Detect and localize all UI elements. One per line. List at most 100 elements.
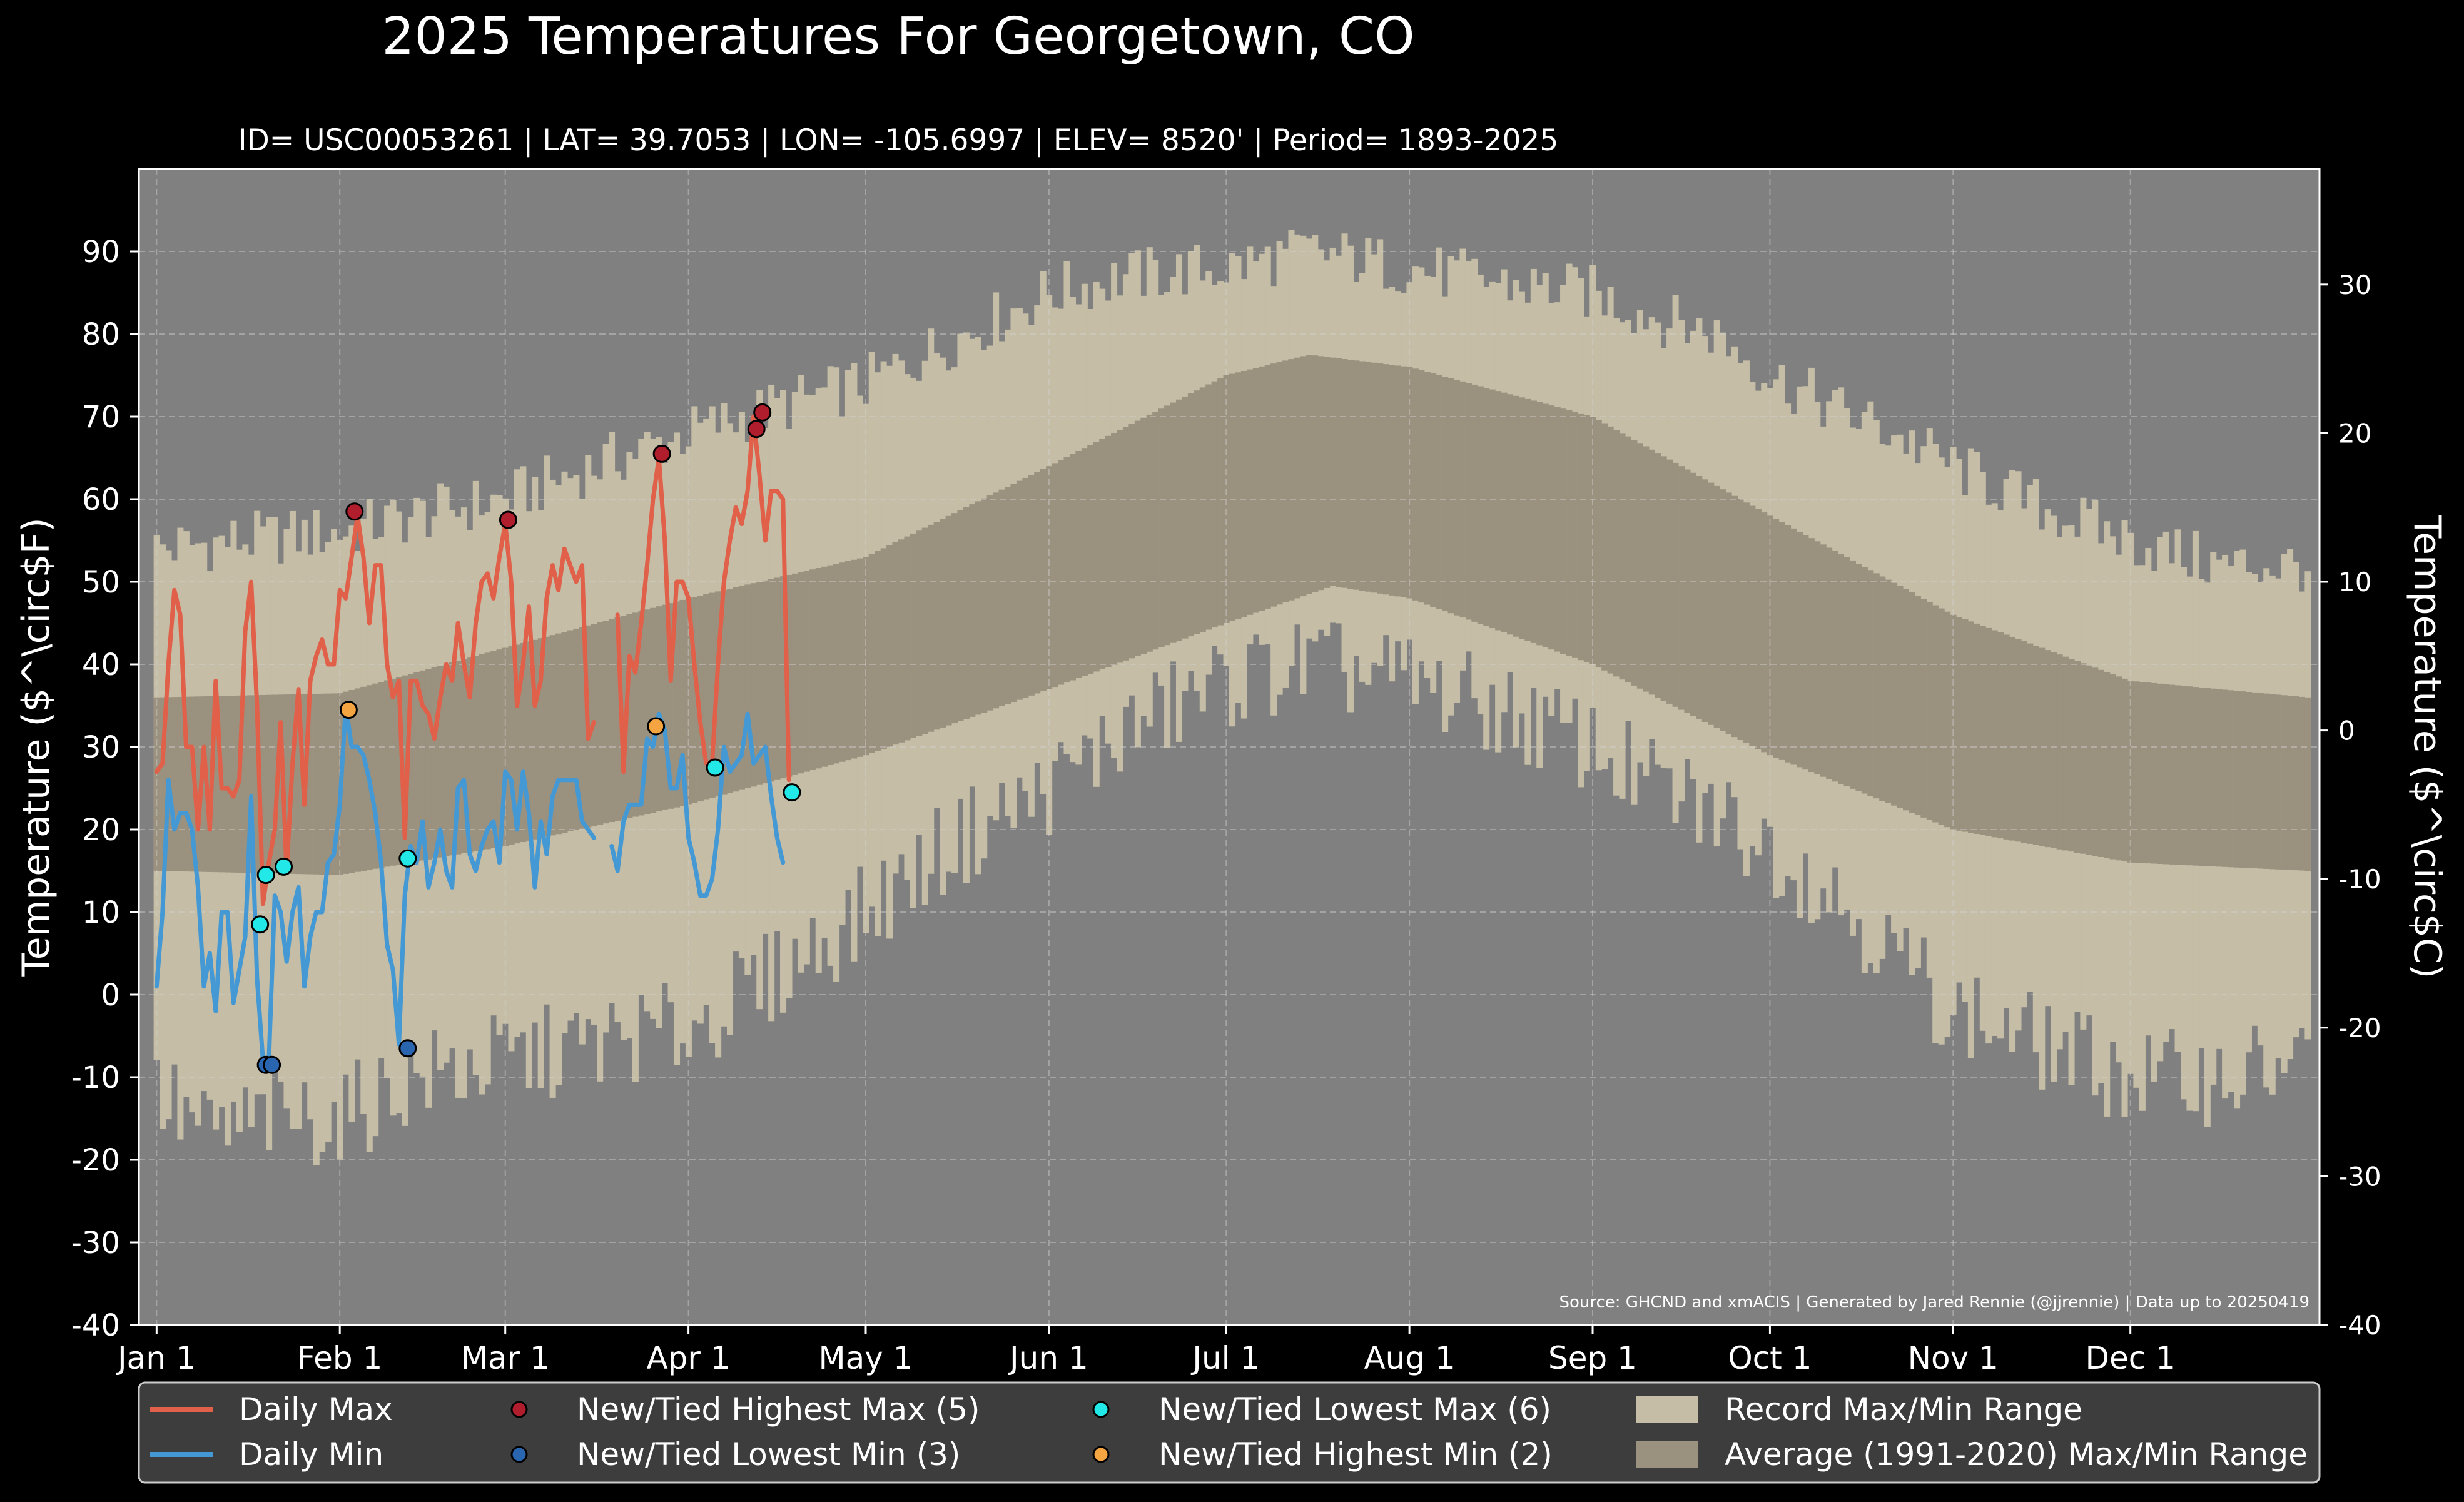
normal-range-bar (1613, 430, 1620, 677)
normal-range-bar (969, 504, 976, 717)
normal-range-bar (2020, 641, 2027, 843)
normal-range-bar (597, 622, 604, 825)
legend-record-band-swatch (1636, 1396, 1698, 1423)
normal-range-bar (1453, 380, 1461, 616)
normal-range-bar (1075, 451, 1082, 678)
normal-range-bar (1447, 378, 1454, 614)
normal-range-bar (2293, 696, 2299, 871)
normal-range-bar (2263, 693, 2270, 869)
normal-range-bar (803, 571, 810, 772)
normal-range-bar (928, 524, 935, 732)
normal-range-bar (821, 566, 828, 767)
y-tick-label-celsius: -20 (2338, 1013, 2381, 1043)
legend-items: Daily Max Daily Min New/Tied Highest Max (… (150, 1391, 2308, 1473)
normal-range-bar (1093, 442, 1100, 672)
y-axis-label-celsius: Temperature ($^\circ$C) (2405, 515, 2449, 979)
normal-range-bar (2281, 695, 2288, 870)
normal-range-bar (945, 515, 952, 726)
normal-range-bar (957, 510, 964, 721)
normal-range-bar (2051, 652, 2057, 848)
normal-range-bar (1826, 547, 1833, 779)
normal-range-bar (325, 693, 332, 875)
normal-range-bar (1205, 384, 1212, 630)
normal-range-bar (1672, 462, 1679, 707)
normal-range-bar (472, 656, 479, 851)
normal-range-bar (1636, 443, 1643, 689)
normal-range-bar (1459, 381, 1466, 618)
normal-range-bar (1259, 366, 1265, 611)
normal-range-bar (756, 582, 763, 785)
y-tick-label-fahrenheit: 90 (82, 235, 120, 270)
y-tick-label-celsius: -30 (2338, 1161, 2381, 1192)
normal-range-bar (1128, 424, 1135, 659)
normal-range-bar (733, 587, 739, 792)
normal-range-bar (1158, 408, 1165, 647)
normal-range-bar (1394, 365, 1401, 597)
normal-range-bar (1655, 453, 1661, 698)
normal-range-bar (1601, 423, 1608, 671)
normal-range-bar (673, 601, 681, 808)
normal-range-bar (1530, 400, 1537, 643)
normal-range-bar (460, 659, 467, 853)
normal-range-bar (898, 539, 905, 743)
x-tick-label: Apr 1 (646, 1340, 730, 1376)
normal-range-bar (2097, 669, 2104, 857)
normal-range-bar (703, 594, 710, 800)
normal-range-bar (1631, 439, 1638, 686)
normal-range-bar (1808, 538, 1815, 773)
normal-range-bar (2169, 684, 2176, 865)
normal-range-bar (1743, 502, 1750, 743)
normal-range-bar (2151, 682, 2157, 864)
normal-range-bar (2210, 688, 2217, 866)
normal-range-bar (762, 580, 769, 784)
highest-max-marker (753, 403, 772, 422)
normal-range-bar (1873, 573, 1880, 799)
normal-range-bar (1175, 399, 1183, 641)
normal-range-bar (1648, 449, 1655, 695)
x-tick-label: Jan 1 (116, 1340, 196, 1376)
lowest-max-marker (256, 866, 275, 885)
normal-range-bar (975, 501, 981, 715)
y-tick-label-fahrenheit: 10 (82, 895, 120, 930)
normal-range-bar (1583, 415, 1590, 662)
normal-range-bar (602, 621, 609, 824)
normal-range-bar (1902, 589, 1910, 811)
normal-range-bar (1081, 448, 1088, 676)
normal-range-bar (2104, 672, 2111, 858)
normal-range-bar (2269, 694, 2276, 870)
normal-range-bar (1619, 433, 1626, 680)
normal-range-bar (372, 683, 379, 869)
normal-range-bar (390, 678, 397, 866)
normal-range-bar (1956, 617, 1963, 831)
normal-range-bar (1140, 417, 1147, 654)
y-tick-label-celsius: 10 (2338, 567, 2371, 597)
normal-range-bar (1566, 410, 1573, 656)
normal-range-bar (1974, 623, 1980, 835)
normal-range-bar (195, 696, 201, 872)
normal-range-bar (1660, 456, 1667, 701)
normal-range-bar (868, 554, 875, 753)
normal-range-bar (413, 672, 420, 862)
normal-range-bar (626, 614, 633, 818)
normal-range-bar (1400, 366, 1407, 597)
normal-range-bar (1164, 405, 1171, 646)
normal-range-bar (1832, 551, 1838, 782)
normal-range-bar (1022, 477, 1029, 698)
y-axis-fahrenheit: -40 -30 -20 -10 0 10 20 30 40 50 60 70 80 90 (71, 235, 139, 1343)
normal-range-bar (632, 612, 639, 817)
normal-range-bar (437, 666, 444, 858)
normal-range-bar (213, 696, 220, 873)
normal-range-bar (2222, 689, 2229, 867)
normal-range-bar (1571, 412, 1578, 658)
highest-max-marker (345, 502, 364, 521)
normal-range-bar (1046, 466, 1053, 689)
normal-range-bar (1643, 446, 1650, 692)
normal-range-bar (1773, 519, 1780, 758)
normal-range-bar (561, 632, 568, 833)
normal-range-bar (1336, 358, 1342, 587)
normal-range-bar (183, 696, 190, 872)
normal-range-bar (278, 694, 285, 874)
normal-range-bar (2080, 663, 2087, 854)
normal-range-bar (1926, 602, 1933, 820)
